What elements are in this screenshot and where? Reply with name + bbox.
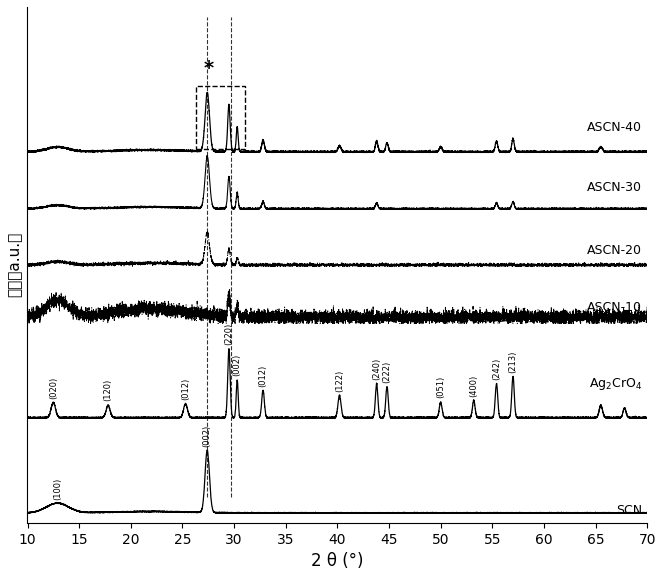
Text: (120): (120) <box>103 379 113 402</box>
Text: (242): (242) <box>492 358 501 380</box>
Text: (002): (002) <box>233 354 242 376</box>
Text: (020): (020) <box>49 376 58 399</box>
Text: (220): (220) <box>225 323 233 345</box>
Text: (400): (400) <box>469 374 478 397</box>
Text: ASCN-40: ASCN-40 <box>587 121 642 134</box>
Bar <box>196 86 245 149</box>
Text: (122): (122) <box>335 370 344 392</box>
Text: (002): (002) <box>203 425 211 447</box>
Text: ASCN-10: ASCN-10 <box>587 301 642 314</box>
Text: (012): (012) <box>259 365 268 387</box>
Text: SCN: SCN <box>616 504 642 516</box>
Text: (012): (012) <box>181 378 190 400</box>
Text: (100): (100) <box>53 477 62 500</box>
Text: ASCN-20: ASCN-20 <box>587 244 642 257</box>
Text: (222): (222) <box>383 361 391 383</box>
Text: (240): (240) <box>372 357 381 380</box>
Text: *: * <box>204 59 213 78</box>
Text: (213): (213) <box>509 350 518 373</box>
X-axis label: 2 θ (°): 2 θ (°) <box>311 552 363 570</box>
Y-axis label: 强度（a.u.）: 强度（a.u.） <box>7 232 22 298</box>
Text: Ag$_2$CrO$_4$: Ag$_2$CrO$_4$ <box>589 376 642 392</box>
Text: (051): (051) <box>436 376 445 398</box>
Text: ASCN-30: ASCN-30 <box>587 181 642 194</box>
